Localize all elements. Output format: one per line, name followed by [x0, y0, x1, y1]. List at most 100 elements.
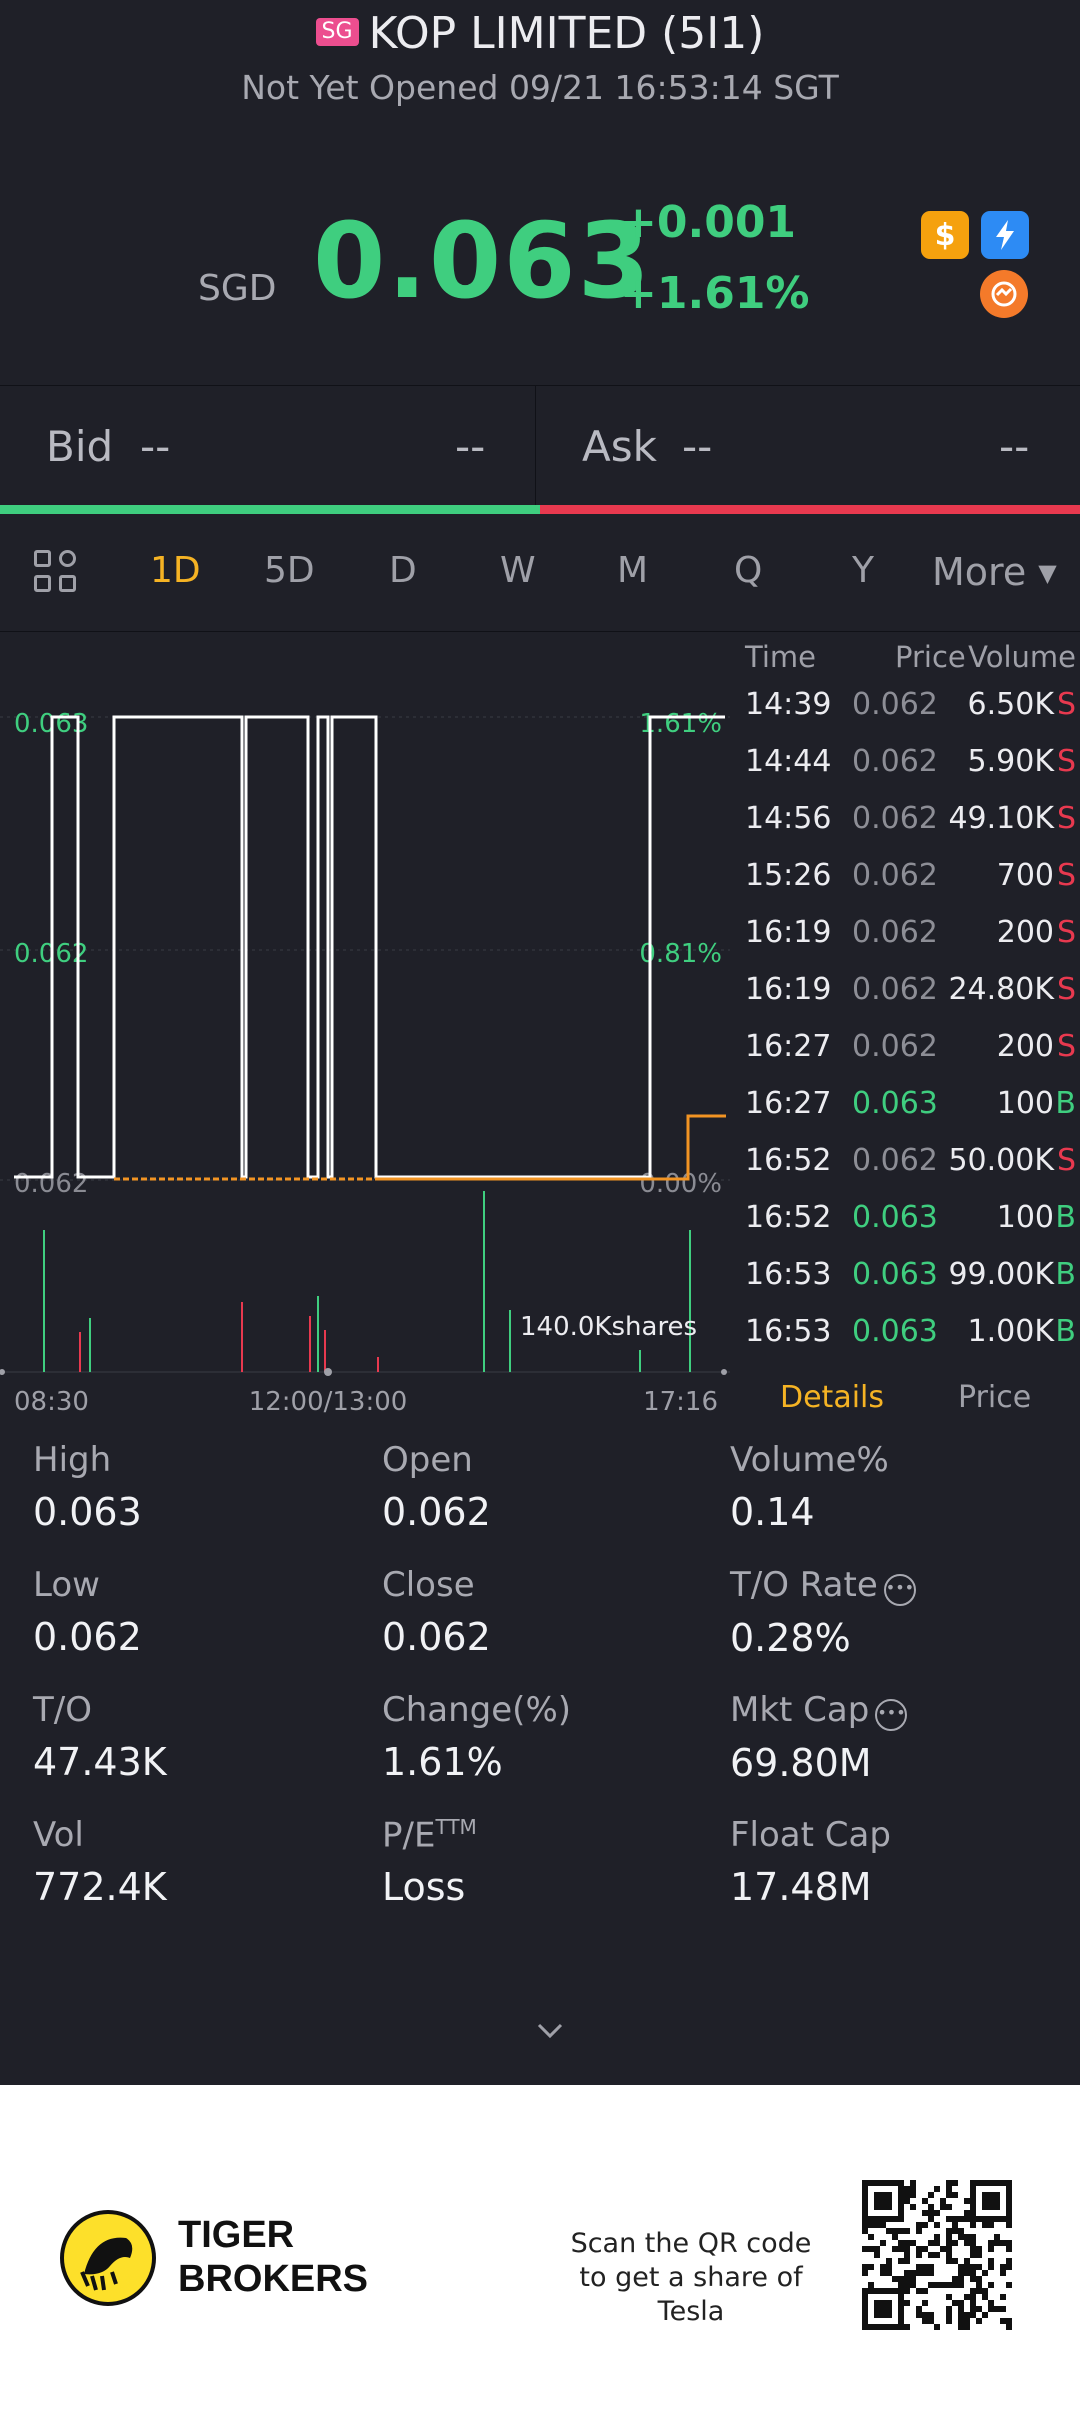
ask-panel: Ask -- -- — [537, 386, 1080, 511]
tab-y[interactable]: Y — [852, 550, 874, 591]
trade-price: 0.062 — [852, 1029, 938, 1064]
stat-label: P/E — [382, 1815, 436, 1856]
trade-side: S — [1056, 858, 1076, 893]
stats-panel: High 0.063 Open 0.062 Volume% 0.14 Low 0.062… — [0, 1440, 1080, 2080]
trade-time: 16:19 — [745, 972, 832, 1007]
average-line-tail — [376, 1114, 726, 1181]
axis-dot-start — [0, 1369, 5, 1375]
more-info-icon[interactable]: ••• — [883, 1574, 916, 1606]
ask-label: Ask — [582, 422, 657, 471]
stat-value: 0.062 — [382, 1490, 491, 1534]
trade-volume: 200 — [996, 915, 1054, 950]
trade-row: 16:53 0.063 99.00K B — [730, 1257, 1080, 1314]
trade-time: 16:53 — [745, 1257, 832, 1292]
dollar-icon[interactable]: $ — [921, 211, 969, 259]
stat-label: Vol — [33, 1815, 84, 1855]
tab-details[interactable]: Details — [780, 1380, 885, 1415]
ask-size: -- — [999, 422, 1030, 471]
y-right-label-mid: 0.81% — [639, 939, 722, 969]
trade-side: S — [1056, 744, 1076, 779]
stat-close: Close 0.062 — [382, 1565, 722, 1659]
stat-value: 0.14 — [730, 1490, 815, 1534]
time-and-sales[interactable]: Time Price Volume 14:39 0.062 6.50K S 14:44 0… — [730, 632, 1080, 1432]
scan-promo-text: Scan the QR code to get a share of Tesla — [570, 2228, 812, 2327]
trade-price: 0.062 — [852, 915, 938, 950]
stat-market-cap: Mkt Cap ••• 69.80M — [730, 1690, 1070, 1785]
trade-price: 0.062 — [852, 972, 938, 1007]
stat-high: High 0.063 — [33, 1440, 373, 1534]
tab-m[interactable]: M — [617, 550, 649, 591]
trade-price: 0.062 — [852, 744, 938, 779]
intraday-chart[interactable]: 0.063 0.062 0.062 1.61% 0.81% 0.00% 140.… — [0, 632, 730, 1432]
stat-label: Float Cap — [730, 1815, 891, 1855]
axis-dot-end — [721, 1369, 727, 1375]
stock-title: SG KOP LIMITED (5I1) — [0, 8, 1080, 59]
tab-5d[interactable]: 5D — [264, 550, 315, 591]
y-right-label-bottom: 0.00% — [639, 1169, 722, 1199]
trade-price: 0.063 — [852, 1314, 938, 1349]
trade-row: 14:39 0.062 6.50K S — [730, 687, 1080, 744]
tab-more[interactable]: More ▼ — [932, 550, 1057, 594]
tab-w[interactable]: W — [500, 550, 536, 591]
stat-label: Open — [382, 1440, 473, 1480]
trade-time: 14:56 — [745, 801, 832, 836]
tab-price[interactable]: Price — [958, 1380, 1032, 1415]
more-info-icon[interactable]: ••• — [875, 1699, 908, 1731]
ask-price: -- — [682, 422, 713, 471]
stock-name: KOP LIMITED (5I1) — [368, 8, 765, 59]
trade-row: 16:52 0.062 50.00K S — [730, 1143, 1080, 1200]
stat-label: Volume% — [730, 1440, 889, 1480]
stat-volume-pct: Volume% 0.14 — [730, 1440, 1070, 1534]
trade-volume: 100 — [996, 1200, 1054, 1235]
expand-chevron-icon[interactable] — [535, 2015, 565, 2045]
stat-label: Mkt Cap — [730, 1690, 870, 1730]
stat-turnover: T/O 47.43K — [33, 1690, 373, 1784]
swap-icon[interactable] — [980, 270, 1028, 318]
tab-d[interactable]: D — [389, 550, 417, 591]
last-price: 0.063 — [313, 200, 652, 322]
trade-time: 14:44 — [745, 744, 832, 779]
trade-time: 14:39 — [745, 687, 832, 722]
trade-row: 14:44 0.062 5.90K S — [730, 744, 1080, 801]
stat-label: Low — [33, 1565, 100, 1605]
price-line — [14, 715, 725, 1179]
trade-time: 16:27 — [745, 1086, 832, 1121]
stat-value: 0.062 — [382, 1615, 491, 1659]
axis-dot-mid — [324, 1368, 332, 1376]
stat-low: Low 0.062 — [33, 1565, 373, 1659]
trade-side: S — [1056, 972, 1076, 1007]
stat-open: Open 0.062 — [382, 1440, 722, 1534]
stat-value: 0.063 — [33, 1490, 142, 1534]
bid-price: -- — [140, 422, 171, 471]
tab-q[interactable]: Q — [734, 550, 763, 591]
stat-label: T/O — [33, 1690, 92, 1730]
stat-float-cap: Float Cap 17.48M — [730, 1815, 1070, 1909]
trade-price: 0.063 — [852, 1086, 938, 1121]
trade-time: 15:26 — [745, 858, 832, 893]
trade-row: 16:19 0.062 24.80K S — [730, 972, 1080, 1029]
period-tabs: 1D 5D D W M Q Y More ▼ — [0, 514, 1080, 632]
brand-line-2: BROKERS — [178, 2258, 369, 2300]
stat-change-pct: Change(%) 1.61% — [382, 1690, 722, 1784]
stat-value: 47.43K — [33, 1740, 167, 1784]
qr-code-icon — [862, 2180, 1012, 2330]
flash-icon[interactable] — [981, 211, 1029, 259]
trade-time: 16:52 — [745, 1143, 832, 1178]
tab-1d[interactable]: 1D — [150, 550, 201, 591]
trade-row: 16:27 0.063 100 B — [730, 1086, 1080, 1143]
trade-side: B — [1055, 1314, 1076, 1349]
stat-label: Close — [382, 1565, 475, 1605]
trade-volume: 200 — [996, 1029, 1054, 1064]
trade-price: 0.063 — [852, 1257, 938, 1292]
trades-header-price: Price — [895, 640, 966, 674]
trade-volume: 5.90K — [967, 744, 1054, 779]
trade-price: 0.063 — [852, 1200, 938, 1235]
trades-header-time: Time — [745, 640, 816, 674]
promo-footer: TIGER BROKERS Scan the QR code to get a … — [0, 2085, 1080, 2429]
trade-volume: 100 — [996, 1086, 1054, 1121]
bid-label: Bid — [46, 422, 114, 471]
layout-grid-icon[interactable] — [34, 550, 78, 594]
x-label-start: 08:30 — [14, 1387, 89, 1417]
trade-row: 16:27 0.062 200 S — [730, 1029, 1080, 1086]
trade-row: 16:53 0.063 1.00K B — [730, 1314, 1080, 1371]
